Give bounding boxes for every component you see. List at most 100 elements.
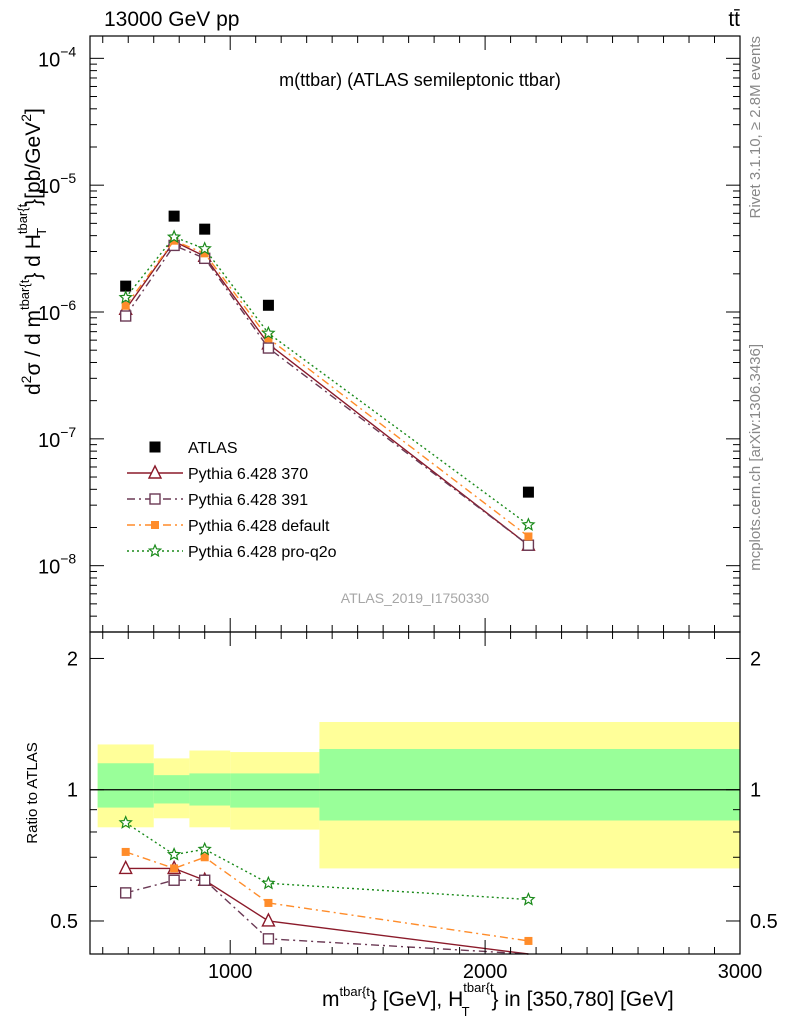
legend-entry: Pythia 6.428 391 [127, 492, 308, 509]
y-tick-label: 10−6 [38, 297, 76, 325]
series-point [264, 334, 273, 343]
ratio-point [262, 933, 275, 945]
legend-marker [149, 493, 161, 505]
legend-entry: Pythia 6.428 default [127, 518, 330, 535]
series-point [261, 325, 276, 340]
series-point [200, 249, 209, 258]
header-left: 13000 GeV pp [104, 8, 239, 31]
rivet-label: Rivet 3.1.10, ≥ 2.8M events [747, 36, 764, 219]
ratio-point [521, 891, 536, 906]
legend-marker [151, 521, 159, 529]
series-line [125, 244, 529, 546]
y-tick-label: 0.5 [50, 911, 78, 933]
main-y-ticks: 10−8 10−7 10−6 10−5 10−4 [38, 36, 741, 633]
legend-marker [147, 543, 163, 558]
x-axis-label: mtbar{t} [GeV], Htbar{t T} in [350,780] [… [322, 980, 674, 1019]
y-tick-label: 1 [67, 780, 78, 802]
series-2 [118, 232, 536, 551]
series-point [119, 310, 132, 322]
x-tick-label: 3000 [718, 961, 763, 983]
legend: ATLAS Pythia 6.428 370 Pythia 6.428 391 Pyt… [127, 440, 337, 561]
chart-title: m(ttbar) (ATLAS semileptonic ttbar) [279, 70, 561, 90]
series-point [521, 517, 536, 531]
ratio-series-2 [119, 874, 529, 955]
y-tick-label: 2 [67, 648, 78, 670]
main-panel: m(ttbar) (ATLAS semileptonic ttbar) ATLA… [15, 35, 741, 633]
atlas-point [120, 280, 132, 292]
uncertainty-band-inner [97, 763, 154, 808]
header-right: tt̄ [728, 8, 740, 31]
ratio-ticks: 1000 2000 3000 0.5 0.5 1 1 2 2 [50, 632, 778, 983]
ratio-plot-area [90, 721, 740, 955]
atlas-point [168, 210, 180, 222]
ratio-series-3 [121, 847, 533, 945]
uncertainty-band-inner [319, 748, 740, 821]
legend-label: ATLAS [188, 440, 238, 457]
legend-label: Pythia 6.428 pro-q2o [188, 544, 337, 561]
series-point [118, 290, 133, 304]
atlas-point [199, 223, 211, 235]
y-tick-label-right: 0.5 [750, 911, 778, 933]
y-tick-label: 10−8 [38, 551, 76, 579]
legend-entry: ATLAS [149, 440, 238, 457]
y-tick-label: 10−5 [38, 170, 76, 198]
series-point [262, 342, 275, 354]
ratio-series-4 [118, 815, 536, 906]
svg-text:d2σ / d mtbar{t} d Htbar{tT}[p: d2σ / d mtbar{t} d Htbar{t T}[pb/GeV2] [15, 108, 49, 395]
series-point [166, 229, 182, 244]
ratio-point [197, 841, 212, 856]
ratio-point [261, 912, 276, 927]
ratio-point [168, 874, 180, 886]
series-1 [120, 210, 534, 498]
y-tick-label: 10−7 [38, 424, 76, 452]
series-5 [118, 229, 536, 531]
ratio-point [118, 859, 133, 875]
x-tick-label: 1000 [208, 961, 253, 983]
series-line [125, 240, 529, 546]
series-point [522, 539, 535, 551]
ratio-panel: 1000 2000 3000 0.5 0.5 1 1 2 2 Ratio to ATLAS mt… [24, 631, 778, 1019]
ratio-point [524, 936, 533, 945]
series-point [121, 301, 130, 310]
legend-label: Pythia 6.428 370 [188, 466, 308, 483]
ratio-frame [89, 631, 741, 955]
y-tick-label-right: 1 [750, 780, 761, 802]
x-tick-label: 2000 [463, 961, 508, 983]
ratio-point [264, 898, 273, 907]
ratio-point [199, 874, 211, 886]
series-4 [121, 236, 533, 541]
series-3 [119, 239, 535, 551]
svg-text:mtbar{t} [GeV], Htbar{tT} in [: mtbar{t} [GeV], Htbar{t T} in [350,780] [… [322, 980, 674, 1019]
ratio-point [121, 847, 130, 856]
atlas-point [522, 486, 534, 498]
legend-entry: Pythia 6.428 370 [127, 464, 308, 483]
ratio-point [118, 815, 133, 829]
legend-entry: Pythia 6.428 pro-q2o [127, 543, 337, 561]
ratio-line [125, 879, 529, 955]
legend-label: Pythia 6.428 391 [188, 492, 308, 509]
series-point [170, 236, 179, 245]
legend-marker [147, 464, 163, 479]
analysis-watermark: ATLAS_2019_I1750330 [341, 590, 490, 606]
uncertainty-band-inner [230, 773, 320, 808]
ratio-point [200, 853, 209, 862]
y-tick-label-right: 2 [750, 648, 761, 670]
ratio-point [119, 887, 132, 899]
series-point [197, 241, 212, 255]
series-line [125, 236, 529, 526]
ratio-series-1 [118, 859, 529, 955]
ratio-point [170, 864, 179, 873]
atlas-point [262, 299, 274, 311]
series-point [524, 532, 533, 541]
main-y-axis-label: d2σ / d mtbar{t} d Htbar{t T}[pb/GeV2] [15, 108, 49, 395]
ratio-point [166, 847, 182, 861]
legend-marker [149, 441, 161, 453]
ratio-point [261, 875, 276, 890]
mcplots-label: mcplots.cern.ch [arXiv:1306.3436] [747, 344, 764, 571]
y-tick-label: 10−4 [38, 43, 76, 71]
ratio-y-axis-label: Ratio to ATLAS [24, 742, 41, 843]
legend-label: Pythia 6.428 default [188, 518, 330, 535]
main-plot-area [118, 210, 536, 551]
main-frame [89, 35, 741, 633]
